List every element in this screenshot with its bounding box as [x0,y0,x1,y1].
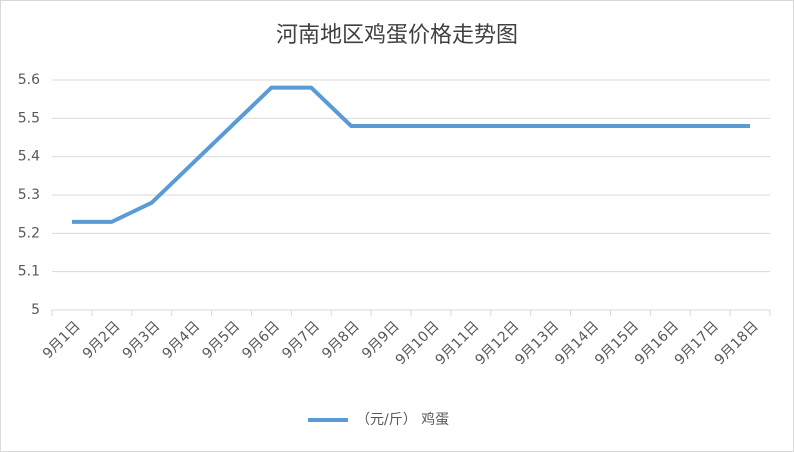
legend-label: （元/斤） 鸡蛋 [356,411,449,428]
y-tick-label: 5.6 [18,72,40,88]
y-tick-label: 5.4 [18,149,40,165]
y-tick-label: 5 [31,302,40,318]
chart-title: 河南地区鸡蛋价格走势图 [276,23,518,48]
y-tick-label: 5.3 [18,187,40,203]
y-tick-label: 5.2 [18,225,40,241]
y-tick-label: 5.5 [18,110,40,126]
line [71,85,751,224]
y-tick-label: 5.1 [18,264,40,280]
